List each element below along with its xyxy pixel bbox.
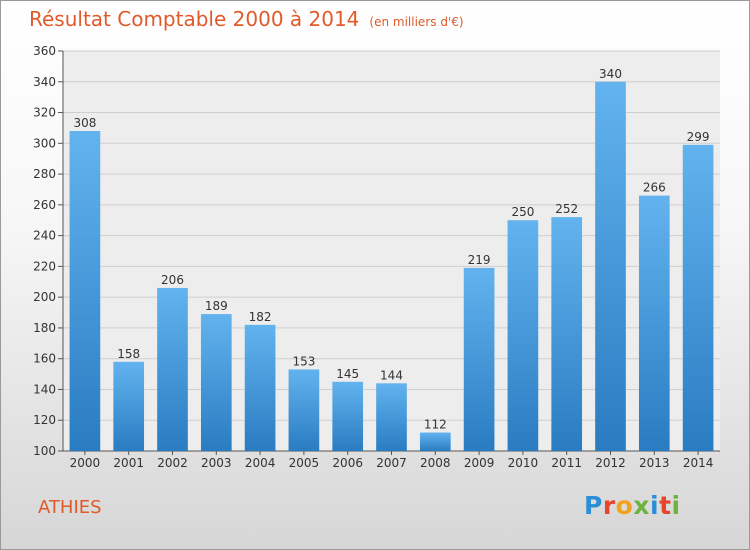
y-tick-label: 320 — [33, 106, 56, 120]
bar-2007 — [376, 383, 407, 451]
logo-letter: o — [615, 491, 634, 520]
y-tick-label: 300 — [33, 136, 56, 150]
bar-2010 — [507, 220, 539, 451]
x-tick-label: 2003 — [201, 456, 232, 470]
x-tick-label: 2013 — [639, 456, 670, 470]
y-tick-label: 140 — [33, 382, 56, 396]
bar-2002 — [157, 287, 188, 451]
proxiti-logo[interactable]: Proxiti — [584, 491, 681, 520]
x-tick-label: 2009 — [464, 456, 495, 470]
x-tick-label: 2005 — [289, 456, 320, 470]
chart-title-text: Résultat Comptable 2000 à 2014 — [29, 7, 360, 31]
y-tick-label: 100 — [33, 444, 56, 458]
bar-value-label: 112 — [424, 418, 447, 432]
logo-letter: t — [659, 491, 672, 520]
bar-value-label: 308 — [73, 116, 96, 130]
bar-2003 — [200, 314, 232, 451]
bar-value-label: 206 — [161, 273, 184, 287]
logo-letter: x — [633, 491, 650, 520]
y-tick-label: 120 — [33, 413, 56, 427]
bar-value-label: 153 — [292, 354, 315, 368]
bar-2014 — [682, 144, 714, 451]
y-tick-label: 240 — [33, 229, 56, 243]
bar-value-label: 266 — [643, 181, 666, 195]
bar-value-label: 340 — [599, 67, 622, 81]
bar-value-label: 145 — [336, 367, 359, 381]
bar-value-label: 299 — [687, 130, 710, 144]
bar-value-label: 219 — [468, 253, 491, 267]
bar-value-label: 252 — [555, 202, 578, 216]
bar-2008 — [419, 432, 451, 451]
logo-letter: i — [671, 491, 681, 520]
y-tick-label: 220 — [33, 259, 56, 273]
logo-letter: r — [602, 491, 616, 520]
x-tick-label: 2008 — [420, 456, 451, 470]
x-tick-label: 2002 — [157, 456, 188, 470]
labels-layer: 100 120 140 160 180 200 220 240 260 280 300 320 340 3… — [33, 44, 713, 470]
bar-2005 — [288, 369, 320, 451]
chart-title: Résultat Comptable 2000 à 2014 (en millie… — [29, 7, 464, 31]
bar-value-label: 250 — [511, 205, 534, 219]
y-tick-label: 280 — [33, 167, 56, 181]
bar-value-label: 182 — [249, 310, 272, 324]
bar-2001 — [113, 361, 145, 451]
x-tick-label: 2011 — [551, 456, 582, 470]
bar-2011 — [551, 217, 583, 451]
x-tick-label: 2006 — [332, 456, 363, 470]
commune-name: ATHIES — [38, 497, 102, 518]
y-tick-label: 200 — [33, 290, 56, 304]
y-tick-label: 360 — [33, 44, 56, 58]
x-tick-label: 2004 — [245, 456, 276, 470]
logo-letter: P — [584, 491, 603, 520]
bar-2004 — [244, 324, 276, 451]
bar-value-label: 144 — [380, 368, 403, 382]
bar-2000 — [69, 131, 101, 451]
x-tick-label: 2014 — [683, 456, 714, 470]
chart-subtitle: (en milliers d'€) — [369, 15, 464, 29]
y-tick-label: 260 — [33, 198, 56, 212]
bars-layer — [69, 81, 714, 452]
x-tick-label: 2012 — [595, 456, 626, 470]
x-tick-label: 2001 — [113, 456, 144, 470]
y-tick-label: 180 — [33, 321, 56, 335]
y-tick-label: 160 — [33, 352, 56, 366]
bar-2013 — [638, 195, 670, 451]
bar-2006 — [332, 381, 364, 451]
x-tick-label: 2007 — [376, 456, 407, 470]
bar-value-label: 189 — [205, 299, 228, 313]
bar-value-label: 158 — [117, 347, 140, 361]
x-tick-label: 2010 — [508, 456, 539, 470]
x-tick-label: 2000 — [70, 456, 101, 470]
bar-2012 — [595, 81, 626, 452]
logo-letter: i — [650, 491, 660, 520]
bar-2009 — [463, 267, 495, 451]
y-tick-label: 340 — [33, 75, 56, 89]
